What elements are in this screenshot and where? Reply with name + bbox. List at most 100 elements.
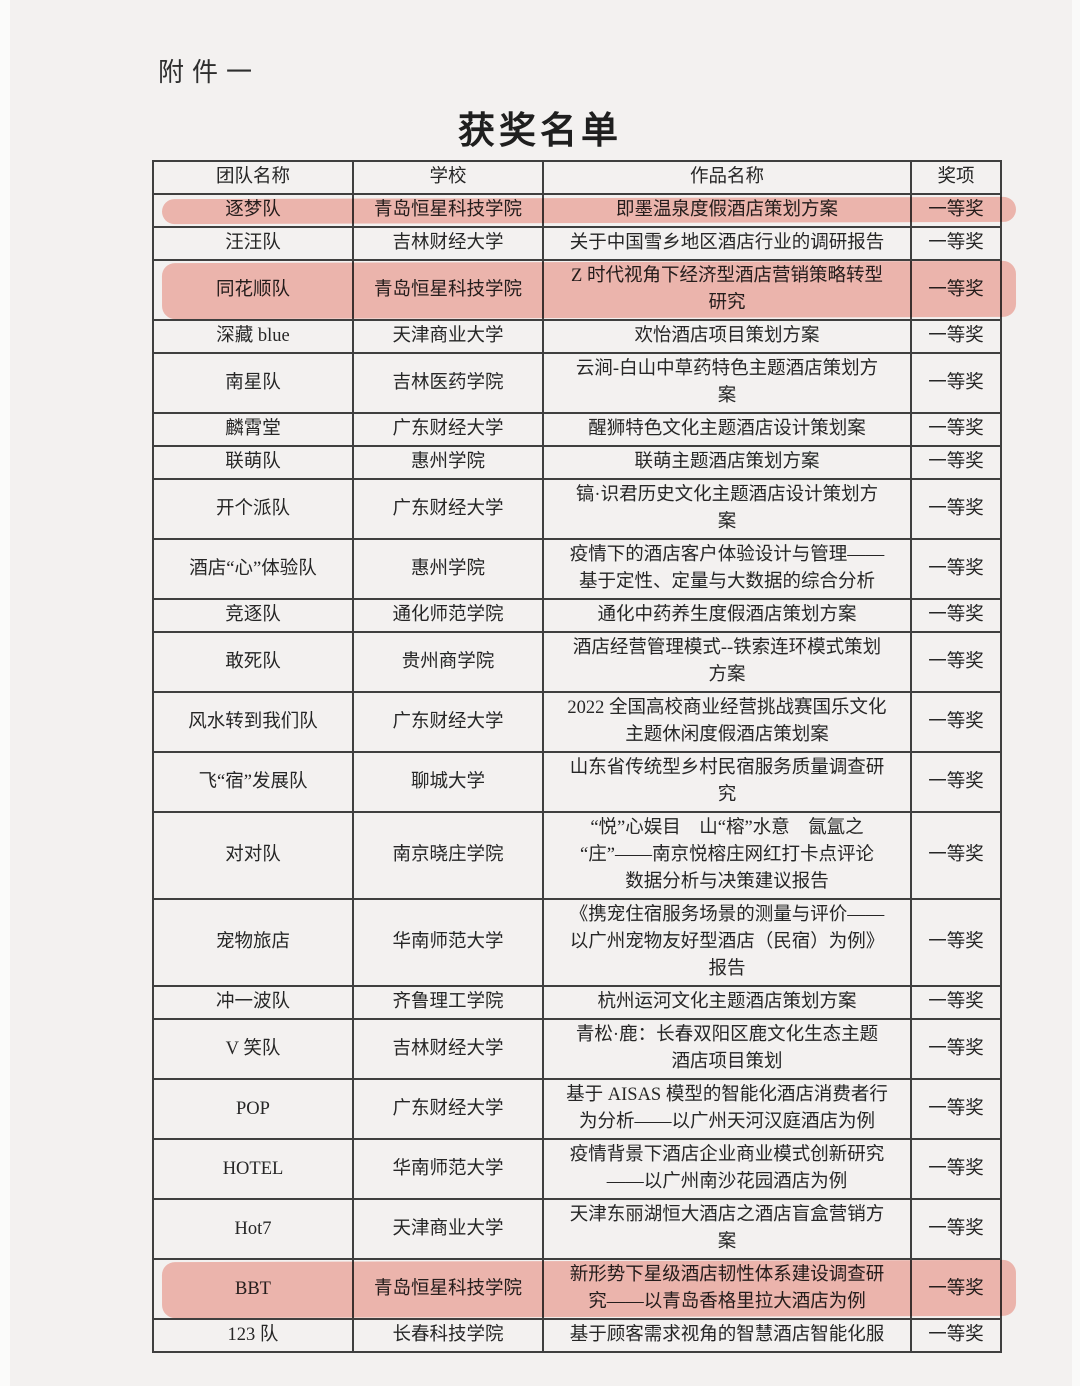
work-cell: 2022 全国高校商业经营挑战赛国乐文化 主题休闲度假酒店策划案 <box>542 691 912 753</box>
award-cell: 一等奖 <box>910 631 1002 693</box>
table-row: 汪汪队 吉林财经大学 关于中国雪乡地区酒店行业的调研报告 一等奖 <box>152 226 1002 261</box>
team-cell: 宠物旅店 <box>152 898 354 987</box>
work-cell: 山东省传统型乡村民宿服务质量调查研 究 <box>542 751 912 813</box>
table-row: HOTEL 华南师范大学 疫情背景下酒店企业商业模式创新研究 ——以广州南沙花园酒店… <box>152 1138 1002 1200</box>
table-row: BBT 青岛恒星科技学院 新形势下星级酒店韧性体系建设调查研 究——以青岛香格里拉大… <box>152 1258 1002 1320</box>
page-title: 获奖名单 <box>458 111 622 152</box>
award-cell: 一等奖 <box>910 193 1002 228</box>
work-cell: 杭州运河文化主题酒店策划方案 <box>542 985 912 1020</box>
team-cell: 竞逐队 <box>152 598 354 633</box>
table-row: 开个派队 广东财经大学 镐·识君历史文化主题酒店设计策划方 案一等奖 <box>152 478 1002 540</box>
school-cell: 吉林财经大学 <box>352 1018 544 1080</box>
award-cell: 一等奖 <box>910 538 1002 600</box>
school-cell: 齐鲁理工学院 <box>352 985 544 1020</box>
team-cell: 开个派队 <box>152 478 354 540</box>
table-row: 酒店“心”体验队 惠州学院 疫情下的酒店客户体验设计与管理—— 基于定性、定量与大数… <box>152 538 1002 600</box>
work-cell: 即墨温泉度假酒店策划方案 <box>542 193 912 228</box>
team-cell: BBT <box>152 1258 354 1320</box>
team-cell: 麟霄堂 <box>152 412 354 447</box>
team-cell: HOTEL <box>152 1138 354 1200</box>
school-cell: 青岛恒星科技学院 <box>352 1258 544 1320</box>
table-row: 麟霄堂 广东财经大学 醒狮特色文化主题酒店设计策划案 一等奖 <box>152 412 1002 447</box>
work-cell: 通化中药养生度假酒店策划方案 <box>542 598 912 633</box>
team-cell: V 笑队 <box>152 1018 354 1080</box>
table-row: 同花顺队 青岛恒星科技学院 Z 时代视角下经济型酒店营销策略转型 研究 一等奖 <box>152 259 1002 321</box>
school-cell: 华南师范大学 <box>352 1138 544 1200</box>
award-cell: 一等奖 <box>910 478 1002 540</box>
team-cell: 对对队 <box>152 811 354 900</box>
work-cell: 青松·鹿：长春双阳区鹿文化生态主题 酒店项目策划 <box>542 1018 912 1080</box>
award-cell: 一等奖 <box>910 691 1002 753</box>
team-cell: POP <box>152 1078 354 1140</box>
table-row: 飞“宿”发展队 聊城大学 山东省传统型乡村民宿服务质量调查研 究一等奖 <box>152 751 1002 813</box>
school-cell: 广东财经大学 <box>352 691 544 753</box>
school-cell: 天津商业大学 <box>352 1198 544 1260</box>
col-header-team: 团队名称 <box>152 160 354 195</box>
school-cell: 通化师范学院 <box>352 598 544 633</box>
work-cell: 欢怡酒店项目策划方案 <box>542 319 912 354</box>
table-row: 风水转到我们队 广东财经大学 2022 全国高校商业经营挑战赛国乐文化 主题休闲度假… <box>152 691 1002 753</box>
school-cell: 贵州商学院 <box>352 631 544 693</box>
school-cell: 天津商业大学 <box>352 319 544 354</box>
award-cell: 一等奖 <box>910 985 1002 1020</box>
team-cell: 逐梦队 <box>152 193 354 228</box>
award-cell: 一等奖 <box>910 226 1002 261</box>
work-cell: 《携宠住宿服务场景的测量与评价—— 以广州宠物友好型酒店（民宿）为例》 报告 <box>542 898 912 987</box>
award-cell: 一等奖 <box>910 412 1002 447</box>
work-cell: 镐·识君历史文化主题酒店设计策划方 案 <box>542 478 912 540</box>
school-cell: 广东财经大学 <box>352 412 544 447</box>
award-cell: 一等奖 <box>910 445 1002 480</box>
school-cell: 长春科技学院 <box>352 1318 544 1353</box>
school-cell: 惠州学院 <box>352 445 544 480</box>
school-cell: 惠州学院 <box>352 538 544 600</box>
table-row: 竞逐队 通化师范学院 通化中药养生度假酒店策划方案 一等奖 <box>152 598 1002 633</box>
school-cell: 广东财经大学 <box>352 1078 544 1140</box>
work-cell: 基于 AISAS 模型的智能化酒店消费者行 为分析——以广州天河汉庭酒店为例 <box>542 1078 912 1140</box>
award-cell: 一等奖 <box>910 319 1002 354</box>
table-row: 南星队 吉林医药学院 云涧-白山中草药特色主题酒店策划方 案一等奖 <box>152 352 1002 414</box>
school-cell: 青岛恒星科技学院 <box>352 193 544 228</box>
award-cell: 一等奖 <box>910 259 1002 321</box>
table-row: 深藏 blue 天津商业大学 欢怡酒店项目策划方案 一等奖 <box>152 319 1002 354</box>
work-cell: 云涧-白山中草药特色主题酒店策划方 案 <box>542 352 912 414</box>
work-cell: 关于中国雪乡地区酒店行业的调研报告 <box>542 226 912 261</box>
award-cell: 一等奖 <box>910 1318 1002 1353</box>
scan-edge-left <box>0 0 10 1386</box>
table-row: 对对队 南京晓庄学院 “悦”心娱目 山“榕”水意 氤氲之 “庄”——南京悦榕庄网红打… <box>152 811 1002 900</box>
table-row: 逐梦队 青岛恒星科技学院 即墨温泉度假酒店策划方案 一等奖 <box>152 193 1002 228</box>
table-row: 冲一波队 齐鲁理工学院 杭州运河文化主题酒店策划方案 一等奖 <box>152 985 1002 1020</box>
award-cell: 一等奖 <box>910 1138 1002 1200</box>
school-cell: 广东财经大学 <box>352 478 544 540</box>
team-cell: 汪汪队 <box>152 226 354 261</box>
award-table: 团队名称 学校 作品名称 奖项 逐梦队 青岛恒星科技学院 即墨温泉度假酒店策划方案一… <box>152 160 1002 1353</box>
team-cell: 123 队 <box>152 1318 354 1353</box>
table-row: 联萌队 惠州学院 联萌主题酒店策划方案 一等奖 <box>152 445 1002 480</box>
award-cell: 一等奖 <box>910 811 1002 900</box>
team-cell: 同花顺队 <box>152 259 354 321</box>
school-cell: 青岛恒星科技学院 <box>352 259 544 321</box>
table-row: Hot7 天津商业大学 天津东丽湖恒大酒店之酒店盲盒营销方 案一等奖 <box>152 1198 1002 1260</box>
work-cell: “悦”心娱目 山“榕”水意 氤氲之 “庄”——南京悦榕庄网红打卡点评论 数据分析… <box>542 811 912 900</box>
award-cell: 一等奖 <box>910 898 1002 987</box>
award-cell: 一等奖 <box>910 598 1002 633</box>
col-header-award: 奖项 <box>910 160 1002 195</box>
team-cell: 深藏 blue <box>152 319 354 354</box>
award-cell: 一等奖 <box>910 352 1002 414</box>
school-cell: 华南师范大学 <box>352 898 544 987</box>
school-cell: 南京晓庄学院 <box>352 811 544 900</box>
table-header-row: 团队名称 学校 作品名称 奖项 <box>152 160 1002 195</box>
table-row: POP 广东财经大学 基于 AISAS 模型的智能化酒店消费者行 为分析——以广州天… <box>152 1078 1002 1140</box>
table-row: 123 队长春科技学院 基于顾客需求视角的智慧酒店智能化服 一等奖 <box>152 1318 1002 1353</box>
award-cell: 一等奖 <box>910 1198 1002 1260</box>
team-cell: Hot7 <box>152 1198 354 1260</box>
work-cell: 基于顾客需求视角的智慧酒店智能化服 <box>542 1318 912 1353</box>
team-cell: 冲一波队 <box>152 985 354 1020</box>
scan-edge-right <box>1072 0 1080 1386</box>
award-cell: 一等奖 <box>910 751 1002 813</box>
work-cell: 酒店经营管理模式--铁索连环模式策划 方案 <box>542 631 912 693</box>
award-table-wrap: 团队名称 学校 作品名称 奖项 逐梦队 青岛恒星科技学院 即墨温泉度假酒店策划方案一… <box>152 160 1017 1353</box>
team-cell: 敢死队 <box>152 631 354 693</box>
school-cell: 聊城大学 <box>352 751 544 813</box>
school-cell: 吉林医药学院 <box>352 352 544 414</box>
work-cell: 天津东丽湖恒大酒店之酒店盲盒营销方 案 <box>542 1198 912 1260</box>
